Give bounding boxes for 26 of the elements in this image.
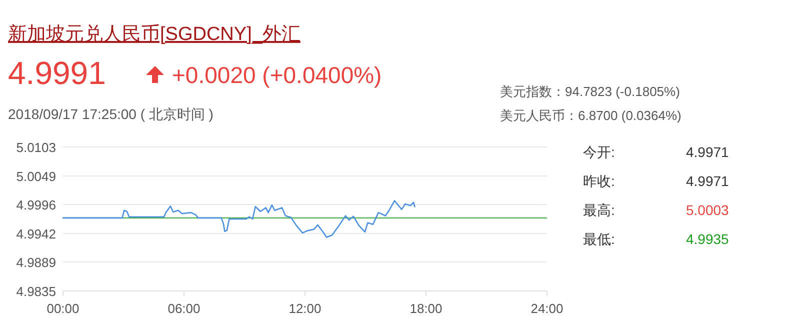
x-tick-label: 00:00 [46,301,80,316]
y-tick-label: 4.9996 [16,197,56,212]
text: 4.9991 [8,55,106,91]
text: 5.0003 [686,202,730,218]
x-tick-label: 06:00 [168,301,200,316]
text: 美元指数：94.7823 (-0.1805%) [500,84,680,99]
text: 4.9935 [686,231,730,247]
text: 最低: [583,231,615,247]
text: 昨收: [583,173,615,189]
x-tick-label: 24:00 [530,301,564,316]
text: 今开: [583,144,615,160]
y-tick-label: 5.0049 [16,169,56,184]
y-tick-label: 4.9942 [16,226,56,242]
line-series [62,200,416,238]
text: 4.9971 [686,173,730,189]
y-tick-label: 5.0103 [16,140,56,155]
y-tick-label: 4.9889 [16,254,56,270]
chart-title: 新加坡元兑人民币[SGDCNY]_外汇 [8,23,300,45]
x-tick-label: 12:00 [288,301,322,316]
text: 4.9971 [686,144,730,160]
text: 最高: [583,202,615,218]
y-tick-label: 4.9835 [16,284,56,299]
x-tick-label: 18:00 [410,301,442,316]
text: 美元人民币：6.8700 (0.0364%) [500,108,682,123]
text: 2018/09/17 17:25:00 ( 北京时间 ) [8,106,214,122]
text: +0.0020 (+0.0400%) [172,62,382,88]
